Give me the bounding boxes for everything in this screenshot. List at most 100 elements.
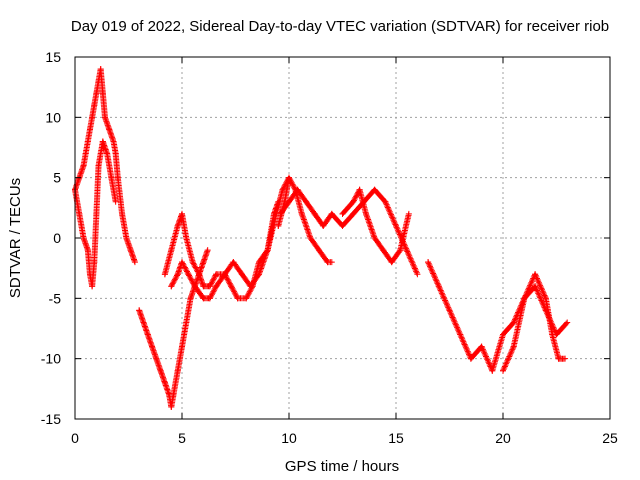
x-tick-label: 15 (388, 430, 404, 446)
data-point (221, 271, 228, 278)
data-point (500, 367, 506, 374)
data-point (532, 271, 539, 278)
data-point (89, 114, 96, 121)
data-point (95, 162, 102, 169)
data-point (93, 90, 100, 97)
data-point (140, 319, 147, 326)
data-point (86, 271, 93, 278)
data-point (425, 259, 432, 266)
data-point (206, 283, 213, 290)
data-point (174, 271, 181, 278)
data-point (264, 247, 271, 254)
x-tick-label: 20 (495, 430, 511, 446)
axis-ticks (74, 56, 611, 420)
data-point (84, 138, 91, 145)
data-point (91, 102, 98, 109)
data-point (99, 90, 106, 97)
data-point (179, 259, 185, 266)
data-point (110, 138, 117, 145)
data-point (339, 222, 346, 229)
data-point (303, 198, 310, 205)
data-point (510, 319, 517, 326)
data-point (403, 247, 410, 254)
data-point (328, 210, 335, 217)
data-point (131, 259, 138, 266)
data-point (286, 198, 292, 205)
data-point (187, 295, 194, 302)
data-point (80, 162, 87, 169)
data-point (170, 391, 177, 398)
data-point (112, 198, 119, 205)
data-point (277, 210, 284, 217)
data-point (311, 210, 318, 217)
x-tick-label: 10 (281, 430, 297, 446)
x-tick-labels: 0 5 10 15 20 25 (71, 430, 618, 446)
y-tick-label: 15 (45, 49, 61, 65)
y-tick-label: 10 (45, 109, 61, 125)
chart-title: Day 019 of 2022, Sidereal Day-to-day VTE… (71, 18, 609, 35)
data-point (238, 271, 245, 278)
data-point (174, 367, 181, 374)
y-tick-label: 5 (53, 170, 61, 186)
data-point (183, 235, 190, 241)
data-point (405, 210, 412, 217)
data-point (564, 319, 571, 326)
grid-lines (75, 57, 610, 419)
x-tick-label: 5 (178, 430, 186, 446)
data-point (275, 222, 282, 229)
data-point (467, 355, 474, 362)
data-point (243, 295, 250, 302)
y-tick-labels: -15 -10 -5 0 5 10 15 (41, 49, 61, 427)
data-point (230, 259, 237, 266)
data-point (86, 126, 93, 133)
series-track-g (277, 186, 421, 278)
data-point (185, 271, 192, 278)
data-point (307, 235, 314, 241)
data-point (179, 343, 185, 350)
data-point (356, 186, 363, 193)
data-point (84, 247, 91, 254)
data-point (89, 283, 96, 290)
data-point (382, 198, 389, 205)
data-point (183, 319, 190, 326)
y-tick-label: -5 (49, 290, 62, 306)
data-point (161, 379, 168, 386)
data-point (200, 295, 207, 302)
data-point (80, 235, 87, 241)
data-point (380, 247, 387, 254)
data-point (500, 331, 506, 338)
data-point (93, 210, 100, 217)
data-point (196, 271, 203, 278)
data-point (104, 150, 111, 157)
data-point (521, 295, 528, 302)
data-point (328, 259, 335, 266)
y-tick-label: -10 (41, 351, 61, 367)
data-point (457, 331, 464, 338)
data-point (555, 355, 562, 362)
data-point (127, 247, 134, 254)
data-point (82, 150, 89, 157)
data-point (371, 235, 378, 241)
data-point (320, 222, 327, 229)
data-point (247, 283, 254, 290)
x-tick-label: 25 (602, 430, 618, 446)
x-tick-label: 0 (71, 430, 79, 446)
data-point (435, 283, 442, 290)
data-point (234, 295, 241, 302)
data-point (562, 355, 569, 362)
data-point (168, 283, 175, 290)
series-track-i (425, 259, 571, 374)
data-point (213, 283, 220, 290)
data-point (339, 210, 346, 217)
data-point (206, 295, 213, 302)
data-point (106, 126, 113, 133)
data-point (168, 403, 175, 410)
data-point (76, 210, 83, 217)
data-point (204, 247, 211, 254)
data-point (144, 331, 151, 338)
data-point (478, 343, 485, 350)
data-point (112, 150, 119, 157)
data-point (200, 283, 207, 290)
series-track-e (168, 174, 292, 302)
data-point (213, 271, 220, 278)
